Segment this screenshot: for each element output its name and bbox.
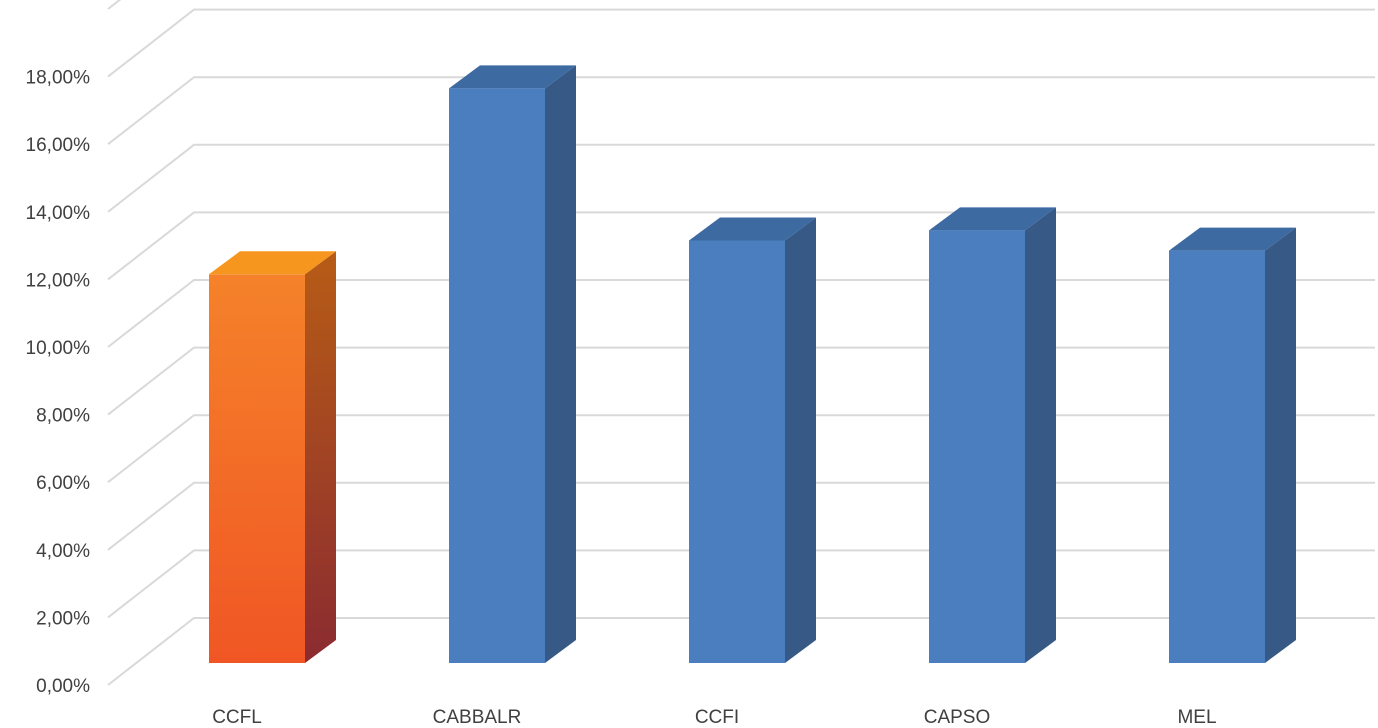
gridline xyxy=(107,0,122,10)
y-tick-label: 12,00% xyxy=(26,270,91,291)
y-tick-label: 2,00% xyxy=(36,608,90,629)
bar-mel xyxy=(1169,227,1296,663)
y-tick-label: 0,00% xyxy=(36,676,90,697)
y-tick-label: 10,00% xyxy=(26,338,91,359)
x-category-label: CABBALR xyxy=(433,707,522,728)
bar-side-face xyxy=(545,65,576,663)
x-category-label: MEL xyxy=(1177,707,1216,728)
y-tick-label: 4,00% xyxy=(36,541,90,562)
bar-ccfl xyxy=(209,251,336,664)
bar-top-face xyxy=(689,217,816,241)
y-axis-tick-labels: 0,00% 2,00% 4,00% 6,00% 8,00% 10,00% 12,00% 14,… xyxy=(26,68,91,697)
y-tick-label: 16,00% xyxy=(26,135,91,156)
bar-front-face xyxy=(449,88,545,663)
bar-top-face xyxy=(1169,227,1296,251)
y-tick-label: 18,00% xyxy=(26,68,91,89)
bar-side-face xyxy=(785,217,816,663)
bar-top-face xyxy=(209,251,336,275)
bar-ccfi xyxy=(689,217,816,663)
bar-front-face xyxy=(1169,250,1265,663)
bar-front-face xyxy=(209,274,305,663)
gridlines xyxy=(107,0,1375,686)
y-tick-label: 14,00% xyxy=(26,203,91,224)
gridline xyxy=(107,76,1375,145)
bars xyxy=(209,65,1296,664)
bar-cabbalr xyxy=(449,65,576,663)
gridline xyxy=(107,8,1375,78)
y-tick-label: 8,00% xyxy=(36,406,90,427)
bar-side-face xyxy=(1025,207,1056,664)
bar-capso xyxy=(929,207,1056,664)
bar-top-face xyxy=(929,207,1056,231)
bar-front-face xyxy=(929,230,1025,664)
y-tick-label: 6,00% xyxy=(36,473,90,494)
bar-front-face xyxy=(689,240,785,663)
bar-top-face xyxy=(449,65,576,89)
x-category-label: CCFL xyxy=(212,707,262,728)
x-category-label: CAPSO xyxy=(924,707,991,728)
gridline xyxy=(107,143,1375,213)
x-category-label: CCFI xyxy=(695,707,739,728)
bar-side-face xyxy=(305,251,336,664)
x-axis-category-labels: CCFL CABBALR CCFI CAPSO MEL xyxy=(212,707,1216,728)
bar-side-face xyxy=(1265,227,1296,663)
